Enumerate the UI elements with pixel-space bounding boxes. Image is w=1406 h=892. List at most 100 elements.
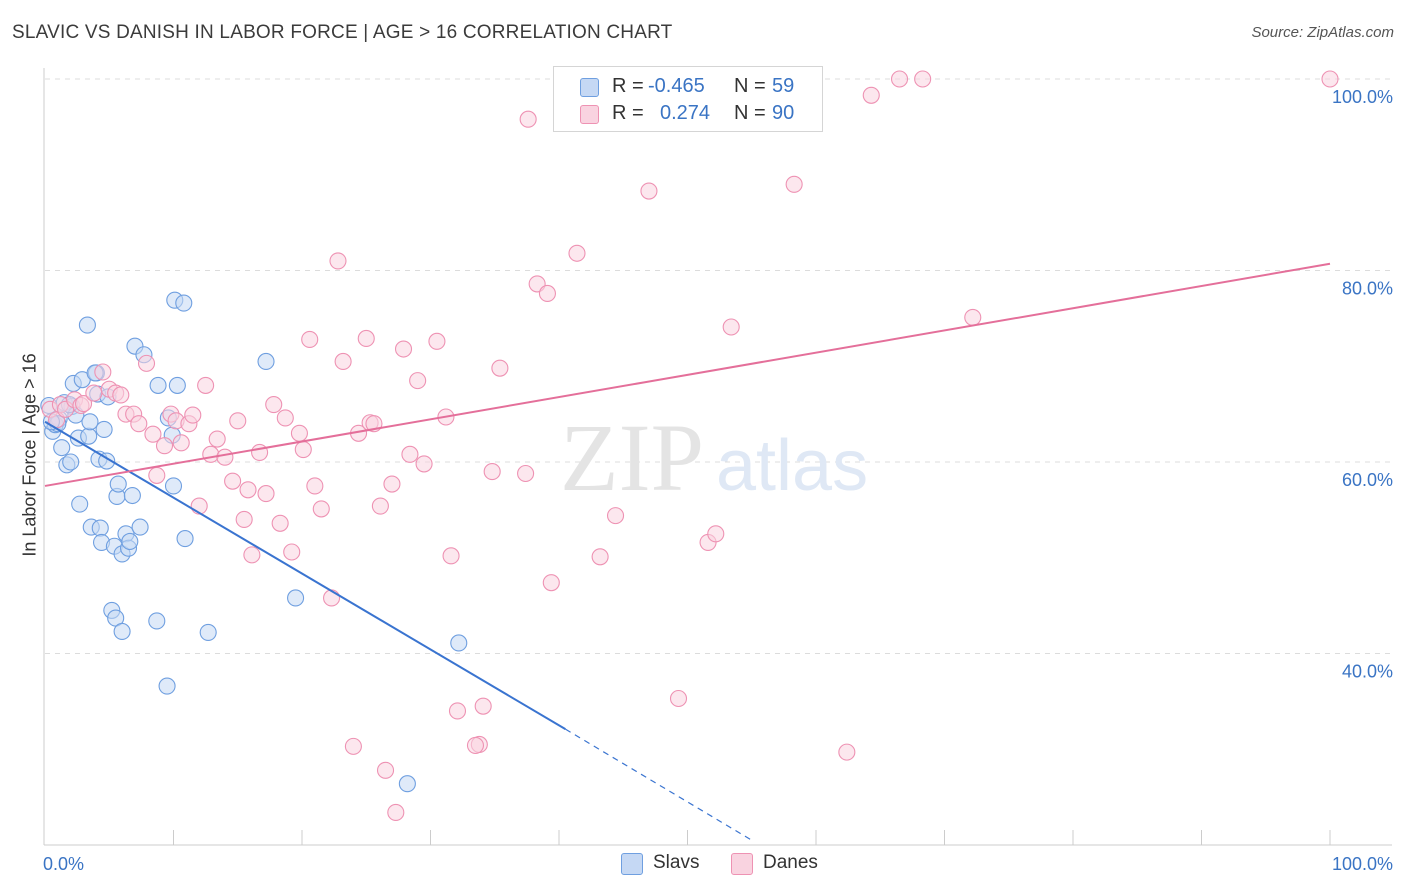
legend-row-slavs: R = -0.465 N = 59	[554, 73, 822, 101]
trend-line-slavs	[44, 420, 566, 731]
data-point-danes	[785, 175, 803, 193]
x-tick-labels: 0.0% 100.0%	[43, 854, 1393, 874]
data-point-danes	[517, 464, 535, 483]
data-point-danes	[376, 761, 395, 779]
data-point-danes	[184, 406, 202, 424]
data-point-slavs	[164, 477, 183, 495]
data-point-danes	[283, 543, 301, 561]
data-point-slavs	[91, 519, 109, 537]
data-point-danes	[606, 507, 625, 525]
watermark-zip: ZIP	[560, 404, 704, 511]
data-point-danes	[202, 445, 220, 463]
data-point-danes	[890, 70, 909, 88]
trend-lines	[44, 262, 1331, 841]
y-tick-labels: 100.0% 80.0% 60.0% 40.0%	[1332, 87, 1393, 682]
data-point-danes	[474, 697, 492, 715]
data-point-slavs	[176, 530, 194, 548]
data-point-danes	[271, 514, 289, 532]
data-point-danes	[401, 445, 419, 463]
data-point-danes	[294, 441, 312, 459]
data-point-danes	[466, 736, 485, 754]
data-point-danes	[669, 689, 688, 708]
data-point-danes	[542, 574, 560, 592]
legend-swatch-danes	[580, 105, 599, 124]
data-point-danes	[448, 702, 467, 720]
data-point-danes	[190, 497, 208, 515]
data-point-danes	[290, 424, 308, 442]
data-point-danes	[409, 372, 427, 390]
data-point-danes	[155, 437, 174, 455]
data-point-danes	[415, 455, 433, 473]
axes	[43, 68, 1392, 846]
data-point-danes	[208, 430, 226, 448]
data-point-danes	[75, 395, 93, 413]
data-point-danes	[838, 743, 856, 761]
data-point-danes	[130, 415, 148, 433]
data-point-slavs	[81, 413, 99, 431]
data-point-slavs	[123, 486, 141, 505]
data-point-danes	[112, 386, 130, 404]
data-point-danes	[707, 525, 725, 543]
data-point-slavs	[450, 634, 468, 652]
legend-swatch-danes	[731, 853, 753, 875]
data-point-danes	[862, 86, 880, 104]
data-point-danes	[329, 252, 347, 270]
trend-line-danes	[44, 262, 1331, 487]
legend-label-slavs: Slavs	[653, 852, 700, 873]
data-point-danes	[235, 510, 253, 529]
r-value: 0.274	[660, 102, 711, 124]
data-point-danes	[323, 589, 341, 607]
data-point-slavs	[175, 294, 193, 312]
data-point-danes	[312, 500, 330, 518]
data-point-danes	[394, 340, 413, 358]
data-point-slavs	[398, 775, 416, 793]
r-label: R =	[612, 75, 644, 97]
correlation-legend: R = -0.465 N = 59 R = 0.274 N = 90	[553, 66, 823, 132]
data-point-danes	[538, 284, 556, 303]
data-point-danes	[148, 466, 166, 484]
data-point-slavs	[168, 376, 186, 394]
data-point-danes	[722, 318, 740, 336]
watermark: ZIP atlas	[560, 404, 868, 511]
data-point-danes	[197, 376, 215, 394]
data-point-danes	[442, 547, 460, 565]
r-value: -0.465	[648, 75, 705, 97]
watermark-atlas: atlas	[716, 426, 868, 506]
data-point-danes	[428, 332, 446, 350]
data-point-danes	[306, 477, 324, 495]
data-point-danes	[172, 434, 190, 452]
legend-label-danes: Danes	[763, 852, 818, 873]
data-point-slavs	[113, 622, 131, 641]
data-point-slavs	[158, 677, 176, 695]
chart-title: SLAVIC VS DANISH IN LABOR FORCE | AGE > …	[12, 22, 673, 43]
data-point-danes	[85, 384, 103, 402]
data-point-slavs	[121, 532, 139, 551]
n-label: N =	[734, 75, 766, 97]
data-point-slavs	[71, 495, 89, 513]
grid-lines	[45, 78, 1392, 654]
data-point-danes	[519, 110, 537, 128]
data-point-slavs	[199, 623, 217, 641]
r-label: R =	[612, 102, 644, 124]
data-point-danes	[591, 548, 609, 566]
data-point-danes	[243, 546, 261, 564]
data-point-slavs	[287, 589, 305, 607]
x-tick-label-left: 0.0%	[43, 854, 84, 874]
data-point-danes	[137, 354, 156, 372]
x-tick-label-right: 100.0%	[1332, 854, 1393, 874]
data-point-danes	[257, 485, 275, 503]
axis-ticks	[173, 830, 1331, 845]
data-point-danes	[334, 352, 352, 371]
data-point-slavs	[53, 439, 71, 457]
source-credit: Source: ZipAtlas.com	[1251, 24, 1394, 41]
data-point-danes	[344, 737, 362, 755]
n-label: N =	[734, 102, 766, 124]
data-point-danes	[301, 330, 319, 348]
data-point-danes	[224, 472, 242, 490]
data-point-danes	[383, 475, 401, 493]
legend-swatch-slavs	[580, 78, 599, 97]
data-point-danes	[265, 395, 283, 414]
data-point-slavs	[80, 427, 98, 445]
data-point-danes	[371, 497, 389, 515]
